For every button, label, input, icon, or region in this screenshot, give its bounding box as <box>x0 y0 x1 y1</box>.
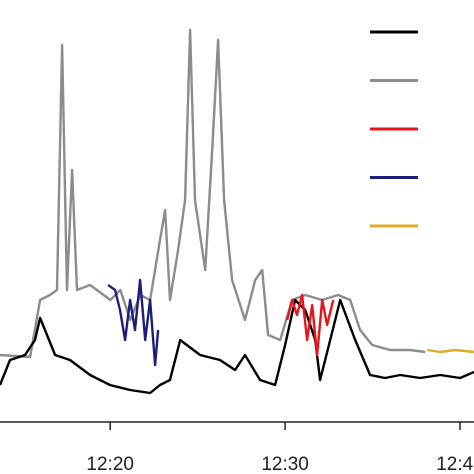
line-series <box>0 28 426 359</box>
x-tick-label: 12:20 <box>86 454 134 474</box>
line-series <box>286 293 335 357</box>
x-tick-label: 12:40 <box>436 454 474 474</box>
line-series <box>107 278 160 367</box>
line-series <box>0 298 474 395</box>
line-series <box>426 348 474 354</box>
x-tick-label: 12:30 <box>261 454 309 474</box>
